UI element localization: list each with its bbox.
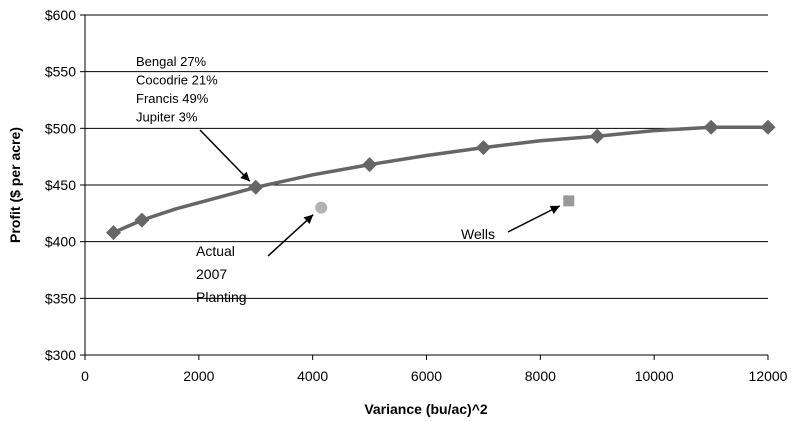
mix-label-line: Bengal 27% <box>136 54 207 69</box>
mix-label-line: Francis 49% <box>136 91 209 106</box>
mix-label-line: Cocodrie 21% <box>136 73 218 88</box>
y-axis-title: Profit ($ per acre) <box>7 127 23 243</box>
data-point-diamond <box>703 119 719 135</box>
x-tick-label: 8000 <box>525 368 556 384</box>
x-tick-label: 4000 <box>297 368 328 384</box>
x-tick-label: 6000 <box>411 368 442 384</box>
x-tick-label: 12000 <box>749 368 788 384</box>
point-label-line: Actual <box>196 243 235 259</box>
data-point-diamond <box>760 119 776 135</box>
x-tick-label: 0 <box>81 368 89 384</box>
mix-label-line: Jupiter 3% <box>136 110 198 125</box>
data-point-diamond <box>248 179 264 195</box>
y-tick-label: $550 <box>45 64 76 80</box>
x-axis-title: Variance (bu/ac)^2 <box>364 401 488 417</box>
y-tick-label: $500 <box>45 120 76 136</box>
y-tick-labels: $300 $350 $400 $450 $500 $550 $600 <box>45 7 76 363</box>
actual-2007-planting-point <box>315 201 328 214</box>
grid <box>80 14 768 356</box>
data-point-diamond <box>134 212 150 228</box>
annotation-arrow <box>507 205 561 233</box>
y-tick-label: $400 <box>45 234 76 250</box>
x-tick-labels: 0 2000 4000 6000 8000 10000 12000 <box>81 355 788 384</box>
annotation-arrow <box>267 214 314 257</box>
point-label-line: Planting <box>196 289 247 305</box>
data-point-diamond <box>105 225 121 241</box>
y-tick-label: $300 <box>45 347 76 363</box>
series <box>105 119 776 241</box>
series-line <box>112 125 768 235</box>
x-tick-label: 10000 <box>635 368 674 384</box>
annotation-arrow-head <box>303 214 314 225</box>
wells-point <box>563 195 575 207</box>
points: Actual 2007 Planting Wells <box>196 195 575 305</box>
data-point-diamond <box>475 140 491 156</box>
data-point-diamond <box>362 157 378 173</box>
annotation-arrow <box>199 129 251 182</box>
annotations: Bengal 27% Cocodrie 21% Francis 49% Jupiter… <box>136 54 251 182</box>
annotation-arrow-head <box>240 171 250 182</box>
y-tick-label: $450 <box>45 177 76 193</box>
y-tick-label: $600 <box>45 7 76 23</box>
point-label-line: Wells <box>461 226 495 242</box>
x-tick-label: 2000 <box>183 368 214 384</box>
point-label-line: 2007 <box>196 266 227 282</box>
data-point-diamond <box>589 128 605 144</box>
y-tick-label: $350 <box>45 290 76 306</box>
annotation-arrow-head <box>549 205 560 214</box>
